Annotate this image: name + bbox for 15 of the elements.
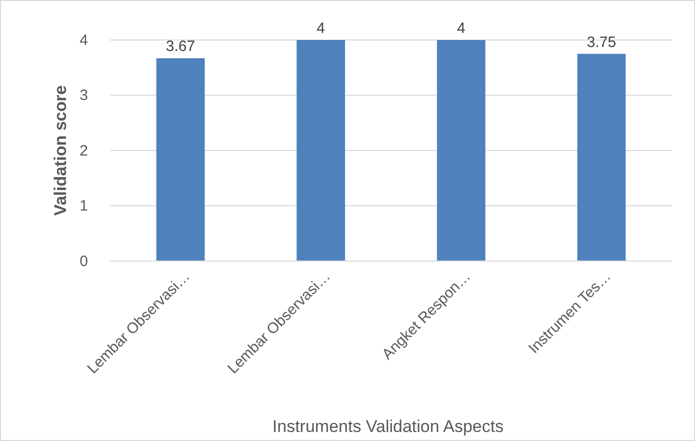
y-tick-label: 1 [80, 198, 88, 215]
data-label: 4 [456, 20, 466, 37]
bar [156, 58, 205, 261]
y-tick-label: 4 [80, 32, 88, 49]
x-axis-title: Instruments Validation Aspects [272, 417, 504, 436]
data-label: 3.75 [586, 34, 616, 51]
y-tick-label: 2 [80, 142, 88, 160]
data-label: 4 [316, 20, 326, 37]
y-tick-label: 0 [80, 252, 88, 270]
data-label: 3.67 [166, 38, 196, 56]
bar [296, 40, 346, 261]
y-tick-label: 3 [80, 87, 88, 104]
bar [436, 40, 486, 261]
bar [577, 54, 626, 261]
y-axis-title: Validation score [51, 85, 70, 216]
